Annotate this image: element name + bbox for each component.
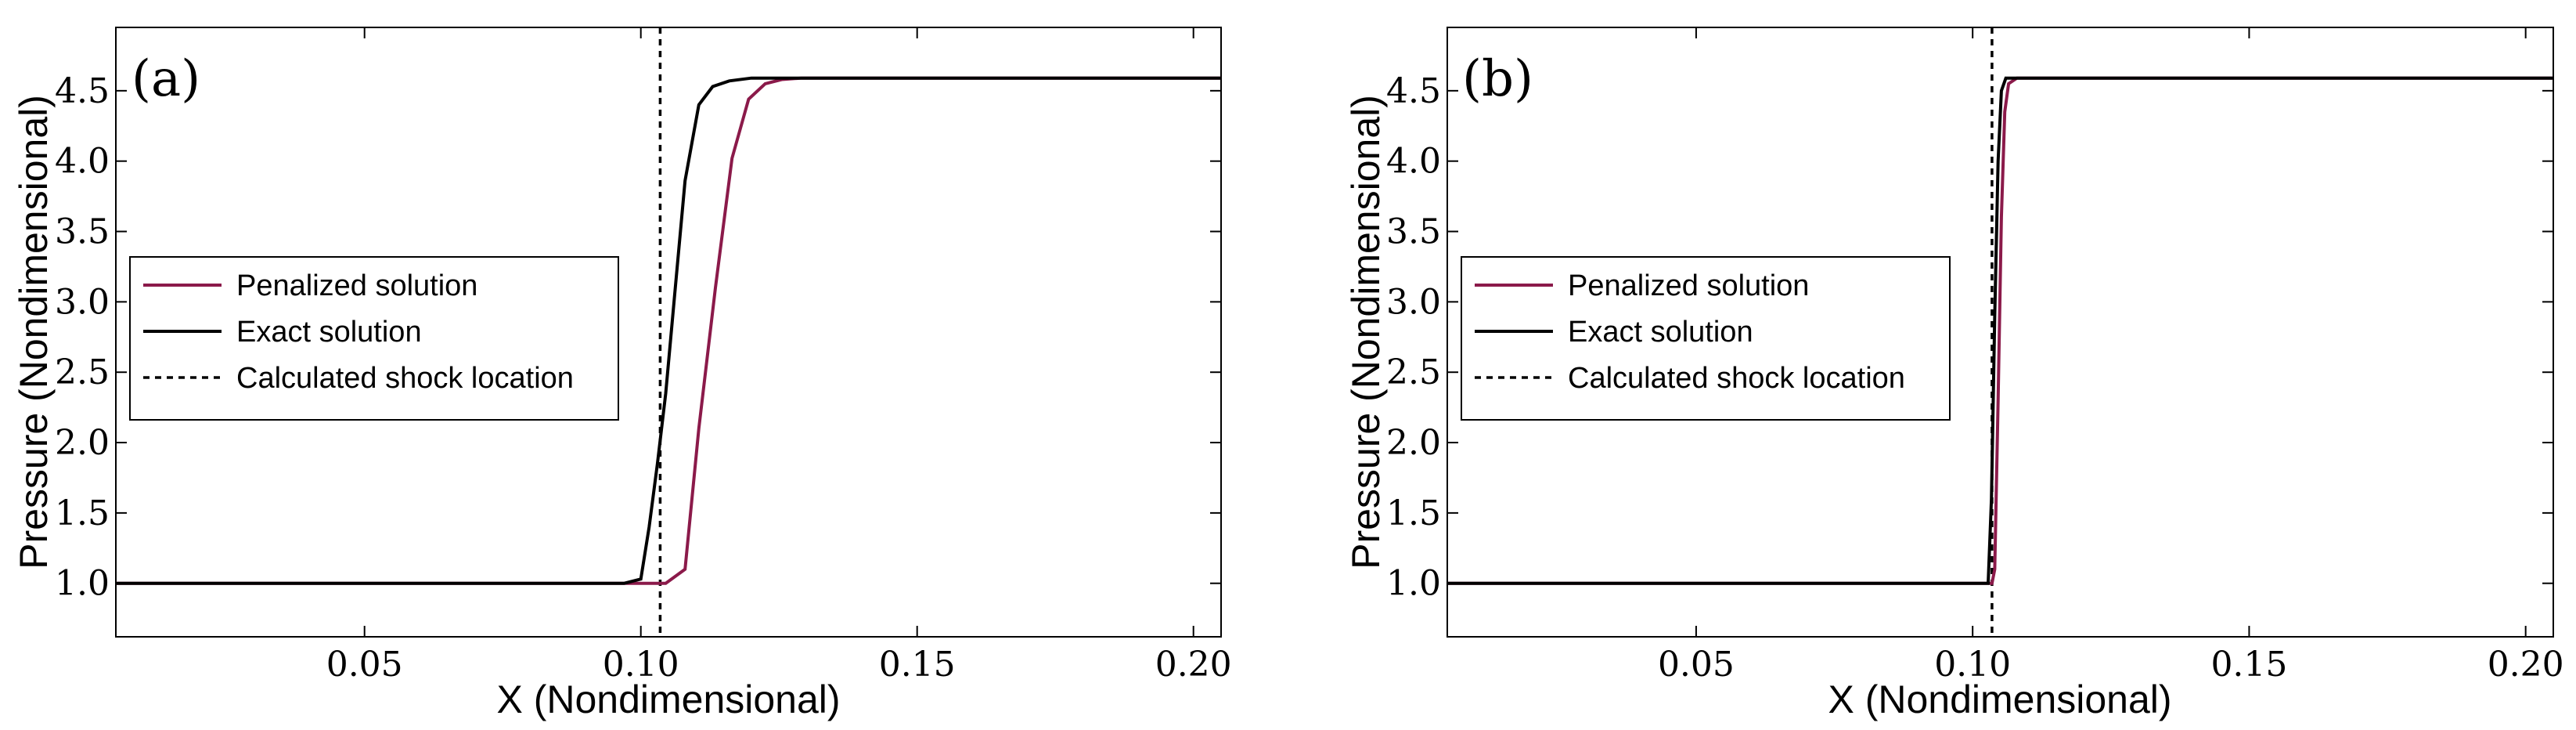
x-ticks-b: 0.05 0.10 0.15 0.20 bbox=[1658, 27, 2564, 685]
legend-a: Penalized solution Exact solution Calcul… bbox=[129, 256, 619, 421]
panel-label-a: (a) bbox=[132, 50, 200, 108]
legend-label-penalized-a: Penalized solution bbox=[236, 269, 477, 302]
y-tick-label: 4.5 bbox=[1386, 71, 1441, 111]
y-tick-label: 3.5 bbox=[1386, 212, 1441, 252]
x-tick-label: 0.15 bbox=[2210, 645, 2287, 685]
y-tick-label: 2.0 bbox=[55, 423, 110, 463]
y-tick-label: 4.0 bbox=[55, 142, 110, 182]
legend-label-penalized-b: Penalized solution bbox=[1568, 269, 1809, 302]
legend-b: Penalized solution Exact solution Calcul… bbox=[1461, 256, 1951, 421]
y-tick-label: 1.5 bbox=[55, 493, 110, 533]
y-tick-label: 4.0 bbox=[1386, 142, 1441, 182]
x-axis-label-b: X (Nondimensional) bbox=[1828, 678, 2171, 721]
y-tick-label: 3.0 bbox=[1386, 282, 1441, 322]
legend-label-exact-a: Exact solution bbox=[236, 316, 422, 349]
legend-label-shock-b: Calculated shock location bbox=[1568, 362, 1905, 395]
exact-series-a bbox=[116, 76, 1221, 585]
y-ticks-b: 1.0 1.5 2.0 2.5 3.0 3.5 4.0 4.5 bbox=[1386, 71, 2553, 604]
y-tick-label: 4.5 bbox=[55, 71, 110, 111]
y-tick-label: 2.5 bbox=[1386, 352, 1441, 392]
x-ticks-a: 0.05 0.10 0.15 0.20 bbox=[326, 27, 1232, 685]
y-axis-label-b: Pressure (Nondimensional) bbox=[1344, 95, 1388, 569]
panel-a: 1.0 1.5 2.0 2.5 3.0 3.5 4.0 4.5 0.05 0.10 0.15 0.2… bbox=[12, 27, 1232, 721]
y-tick-label: 3.0 bbox=[55, 282, 110, 322]
legend-label-exact-b: Exact solution bbox=[1568, 316, 1753, 349]
x-tick-label: 0.05 bbox=[326, 645, 403, 685]
x-tick-label: 0.05 bbox=[1658, 645, 1735, 685]
y-tick-label: 3.5 bbox=[55, 212, 110, 252]
panel-label-b: (b) bbox=[1462, 50, 1533, 108]
y-tick-label: 2.0 bbox=[1386, 423, 1441, 463]
y-tick-label: 2.5 bbox=[55, 352, 110, 392]
plot-frame-a bbox=[115, 27, 1222, 638]
x-tick-label: 0.20 bbox=[2488, 645, 2564, 685]
y-tick-label: 1.5 bbox=[1386, 493, 1441, 533]
y-axis-label-a: Pressure (Nondimensional) bbox=[12, 95, 56, 569]
penalized-series-b bbox=[1447, 76, 2553, 585]
y-tick-label: 1.0 bbox=[55, 564, 110, 604]
x-tick-label: 0.20 bbox=[1155, 645, 1232, 685]
x-tick-label: 0.10 bbox=[1934, 645, 2011, 685]
y-tick-label: 1.0 bbox=[1386, 564, 1441, 604]
plot-frame-b bbox=[1447, 27, 2554, 638]
legend-label-shock-a: Calculated shock location bbox=[236, 362, 574, 395]
y-ticks-a: 1.0 1.5 2.0 2.5 3.0 3.5 4.0 4.5 bbox=[55, 71, 1221, 604]
panel-b: 1.0 1.5 2.0 2.5 3.0 3.5 4.0 4.5 0.05 0.10 0.15 0.2… bbox=[1344, 27, 2564, 721]
exact-series-b bbox=[1447, 76, 2553, 585]
x-axis-label-a: X (Nondimensional) bbox=[496, 678, 840, 721]
x-tick-label: 0.15 bbox=[879, 645, 956, 685]
x-tick-label: 0.10 bbox=[603, 645, 679, 685]
